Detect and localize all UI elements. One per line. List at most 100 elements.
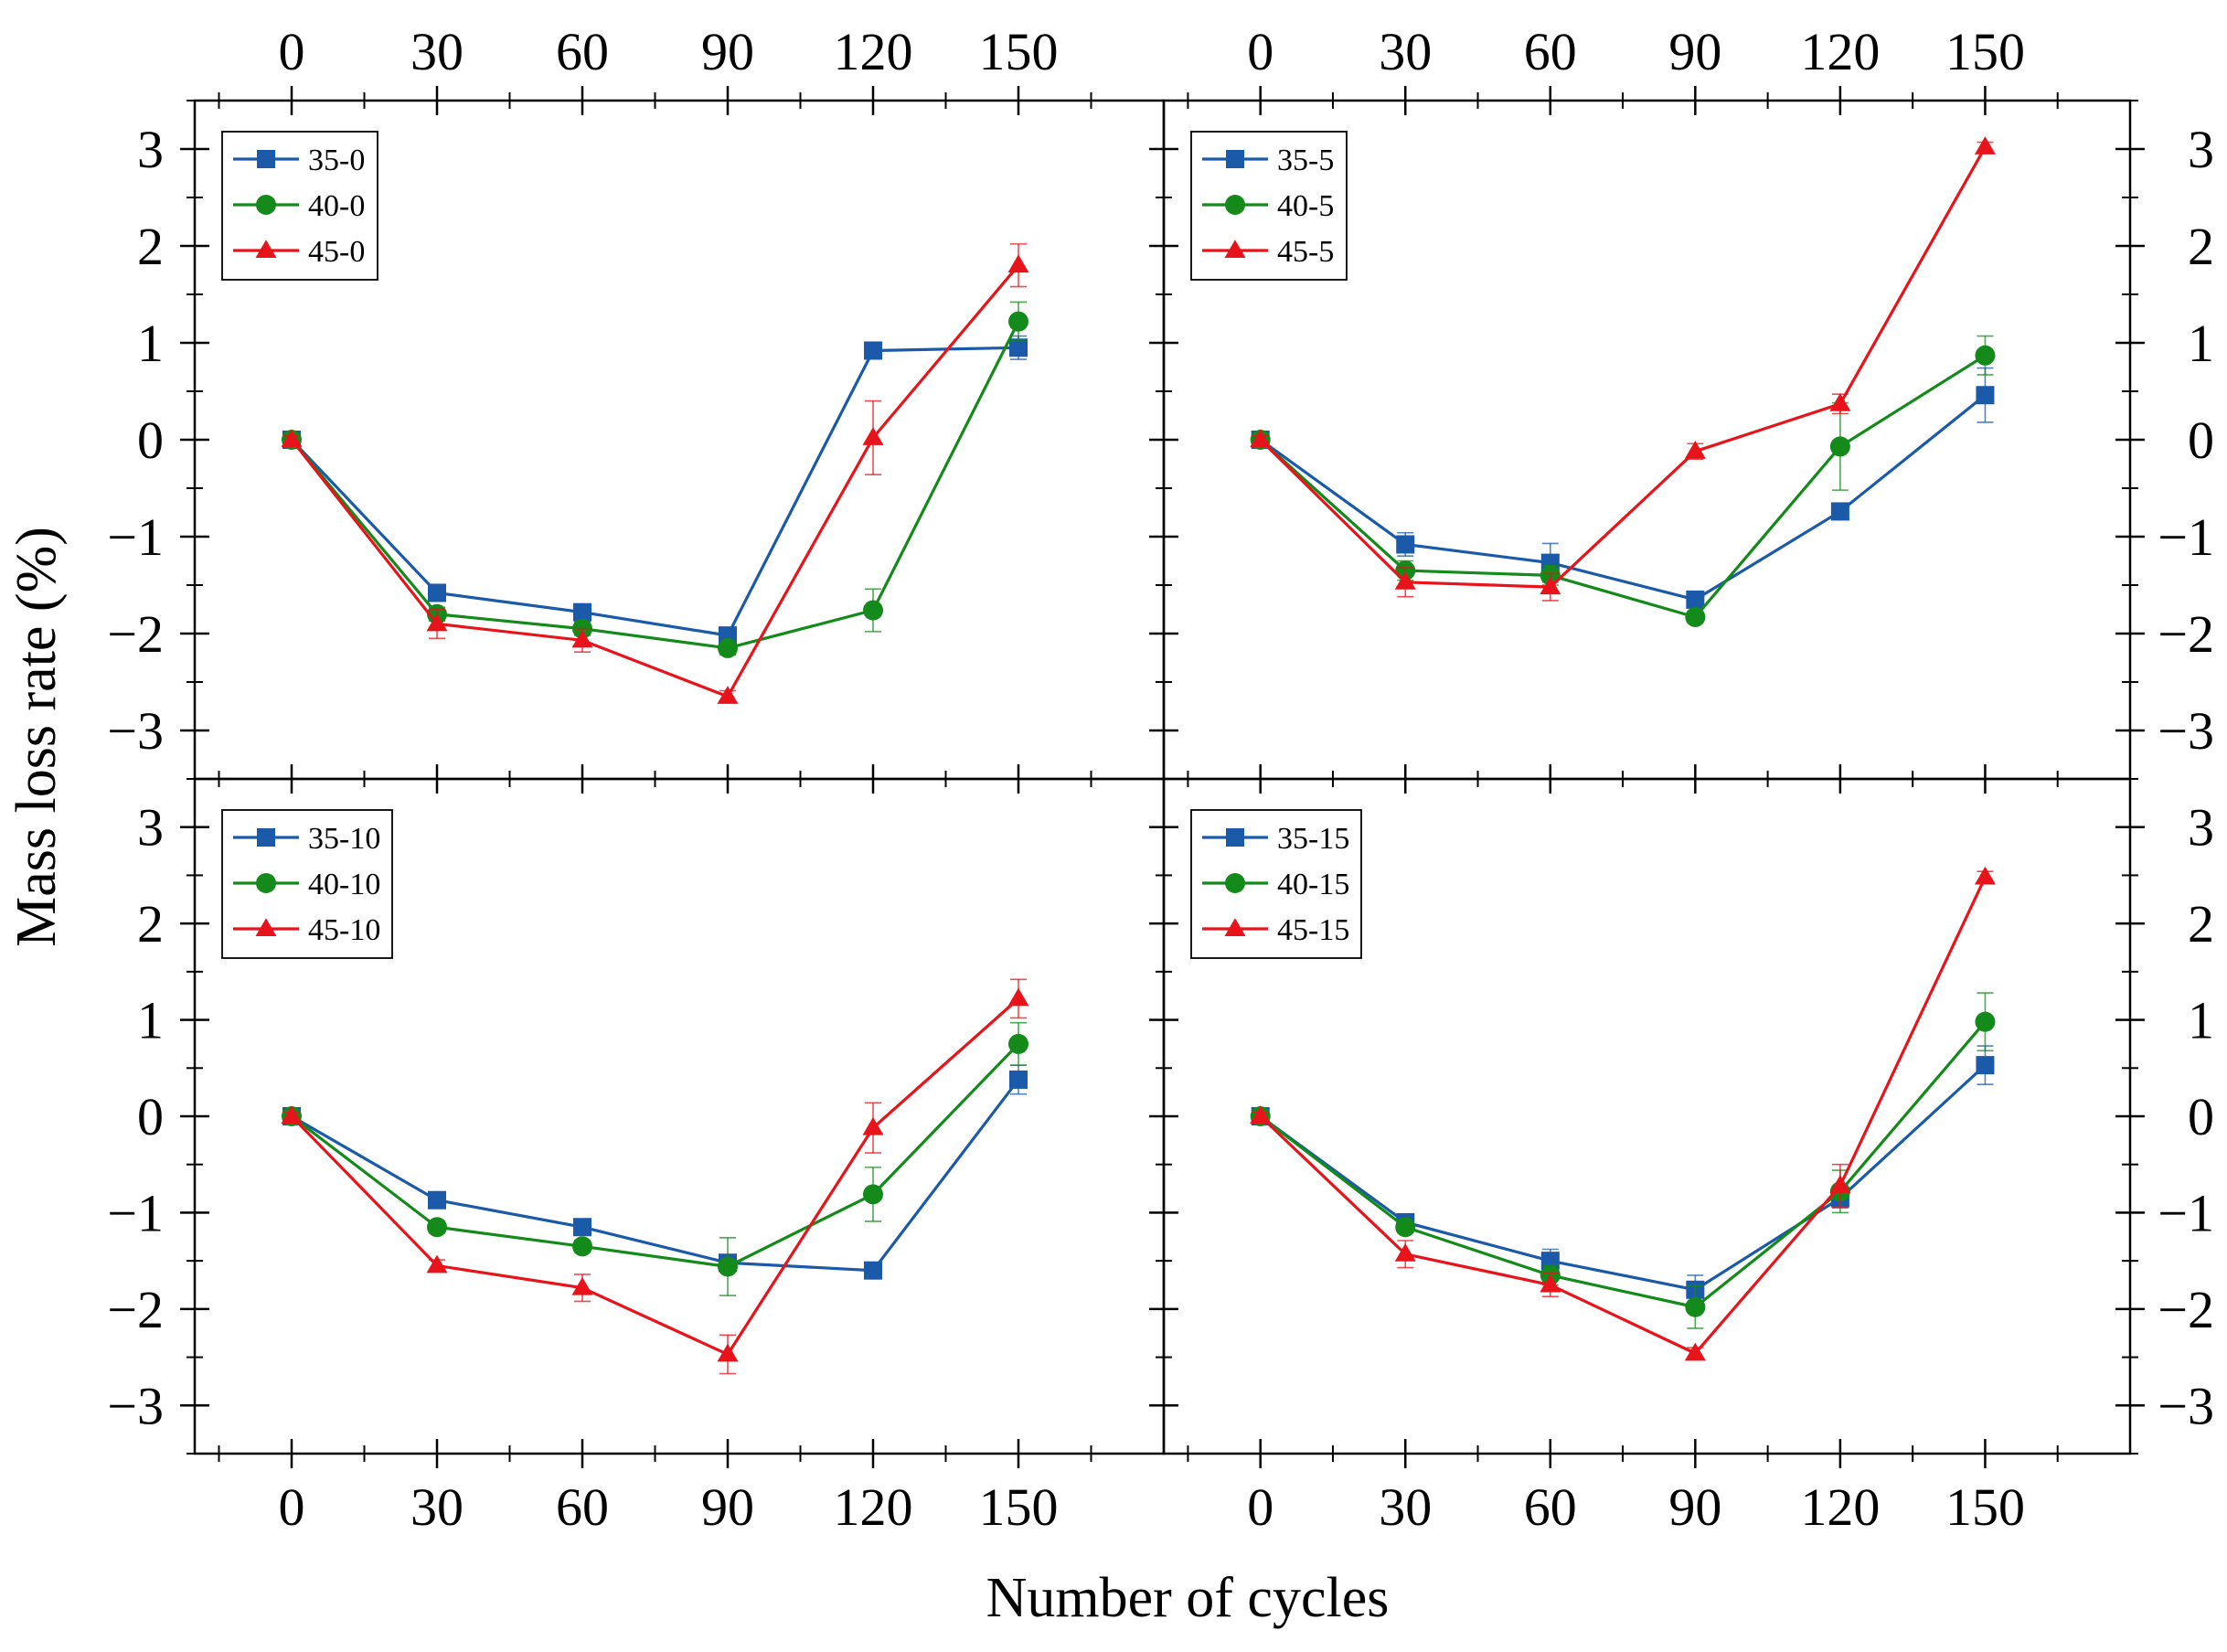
x-tick-label-bottom: 0 (279, 1477, 305, 1537)
y-tick-label-left: −2 (107, 1280, 164, 1339)
y-tick-label-left: 0 (137, 410, 164, 470)
y-tick-label-right: 3 (2188, 120, 2214, 179)
data-point (1976, 386, 1995, 405)
series-line (290, 264, 1020, 698)
legend-label: 40-10 (308, 868, 380, 901)
series-45-15 (1250, 866, 1996, 1361)
x-tick-label-top: 90 (701, 22, 754, 81)
data-point (864, 341, 882, 360)
legend-marker (1225, 195, 1245, 215)
y-tick-label-right: 1 (2188, 314, 2214, 373)
x-tick-label-top: 150 (979, 22, 1059, 81)
data-point (1540, 1274, 1561, 1293)
legend-marker (257, 150, 275, 168)
data-point (1250, 1105, 1272, 1124)
data-point (1540, 576, 1561, 595)
x-tick-label-bottom: 0 (1247, 1477, 1273, 1537)
series-45-10 (281, 978, 1029, 1375)
y-tick-label-right: −2 (2158, 1280, 2214, 1339)
data-point (1976, 1056, 1995, 1075)
y-tick-label-right: −3 (2158, 1376, 2214, 1435)
legend-label: 40-15 (1277, 868, 1349, 901)
series-line (291, 1042, 1020, 1269)
data-point (1007, 987, 1029, 1007)
series-line (1259, 354, 1987, 619)
legend-marker (1225, 873, 1245, 893)
y-tick-label-left: 3 (137, 798, 164, 858)
data-point (718, 637, 738, 658)
legend: 35-0 40-0 45-0 (221, 131, 378, 281)
y-tick-label-right: 3 (2188, 798, 2214, 858)
x-tick-label-bottom: 90 (701, 1477, 754, 1537)
y-tick-label-left: 2 (137, 894, 164, 954)
y-tick-label-right: −1 (2158, 1183, 2214, 1242)
data-point (1009, 1070, 1028, 1089)
legend-label: 40-5 (1277, 189, 1334, 223)
series-line (290, 346, 1019, 637)
data-point (281, 429, 303, 447)
y-tick-label-right: 0 (2188, 410, 2214, 470)
panel-bottom-left: 0 30 60 90 120 150 3 2 1 0 −1 −2 −3 35-10 40-10 45-10 (107, 777, 1166, 1537)
x-tick-label-bottom: 120 (1800, 1477, 1880, 1537)
x-tick-label-top: 90 (1668, 22, 1721, 81)
data-point (1684, 1342, 1706, 1361)
y-tick-label-right: 0 (2188, 1087, 2214, 1146)
panel-top-left: 0 30 60 90 120 150 3 2 1 0 −1 −2 −3 35-0 40-0 45-0 (107, 22, 1166, 781)
data-point (862, 427, 884, 445)
data-point (863, 1184, 883, 1205)
y-tick-label-left: −2 (107, 604, 164, 664)
data-point (571, 1276, 593, 1295)
data-point (862, 1116, 884, 1135)
x-tick-label-top: 150 (1945, 22, 2025, 81)
legend-marker (1226, 828, 1244, 847)
data-point (1008, 1033, 1028, 1054)
data-point (1396, 535, 1415, 554)
panel-top-right: 0 30 60 90 120 150 3 2 1 0 −1 −2 −3 35-5 40-5 45-5 (1162, 22, 2214, 781)
series-line (1259, 1063, 1987, 1292)
series-line (1259, 146, 1987, 589)
data-point (1250, 429, 1272, 447)
y-tick-label-right: 1 (2188, 991, 2214, 1050)
data-point (1684, 440, 1706, 459)
legend-label: 40-0 (308, 189, 365, 223)
legend: 35-15 40-15 45-15 (1190, 809, 1362, 959)
data-point (1685, 606, 1706, 627)
y-tick-label-left: 0 (137, 1087, 164, 1146)
data-point (1395, 1217, 1416, 1238)
y-tick-label-right: −1 (2158, 507, 2214, 567)
data-point (717, 686, 739, 704)
panel-bottom-right: 0 30 60 90 120 150 3 2 1 0 −1 −2 −3 35-15 40-15 45-15 (1162, 777, 2214, 1537)
x-tick-label-top: 30 (410, 22, 464, 81)
x-tick-label-bottom: 150 (1945, 1477, 2025, 1537)
legend-label: 35-10 (308, 822, 380, 856)
x-tick-label-top: 0 (1247, 22, 1273, 81)
legend: 35-10 40-10 45-10 (221, 809, 393, 959)
legend-marker (1224, 240, 1246, 258)
series-45-0 (281, 243, 1029, 704)
data-point (863, 600, 883, 621)
data-point (427, 1217, 447, 1238)
y-tick-label-right: 2 (2188, 217, 2214, 276)
series-line (1259, 1020, 1987, 1309)
x-tick-label-bottom: 60 (1524, 1477, 1577, 1537)
x-tick-label-top: 120 (834, 22, 913, 81)
y-tick-label-right: −3 (2158, 701, 2214, 761)
y-tick-label-left: −3 (107, 701, 164, 761)
legend-marker (257, 828, 275, 847)
legend: 35-5 40-5 45-5 (1190, 131, 1348, 281)
data-point (1829, 436, 1850, 457)
y-axis-title: Mass loss rate (%) (5, 527, 68, 947)
x-tick-label-top: 60 (556, 22, 609, 81)
series-45-5 (1250, 136, 1996, 602)
x-axis-title: Number of cycles (986, 1567, 1390, 1629)
x-tick-label-top: 120 (1800, 22, 1880, 81)
y-tick-label-left: 1 (137, 991, 164, 1050)
data-point (1974, 136, 1996, 155)
legend-marker (1226, 150, 1244, 168)
data-point (428, 1190, 446, 1210)
series-line (290, 997, 1020, 1357)
data-point (571, 629, 593, 648)
data-point (1008, 311, 1028, 332)
